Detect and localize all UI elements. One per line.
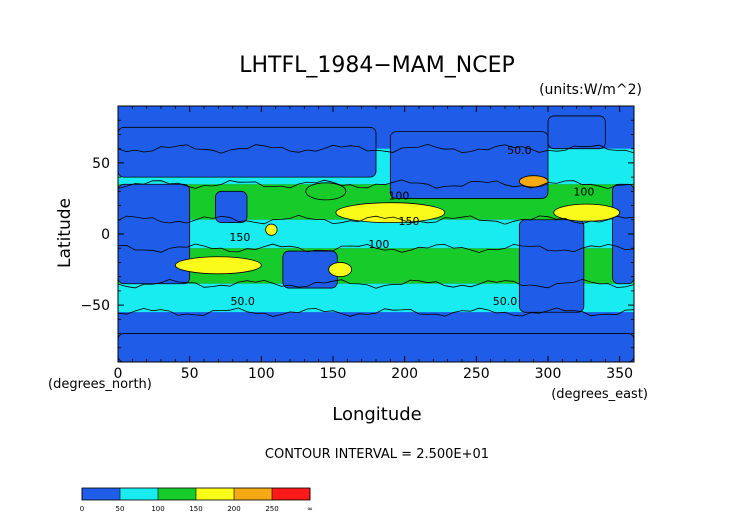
x-tick-label: 350 (606, 366, 633, 382)
contour-label-0: 100 (388, 190, 409, 203)
contour-line-4 (118, 278, 634, 289)
contour-interval-text: CONTOUR INTERVAL = 2.500E+01 (265, 447, 489, 462)
y-tick-label: 50 (92, 156, 110, 172)
colorbar-tick-label: 0 (80, 505, 84, 513)
contour-line-1 (118, 179, 634, 190)
units-label: (units:W/m^2) (539, 82, 642, 98)
colorbar-tick-label: 200 (227, 505, 240, 513)
flux-maximum-3 (328, 262, 353, 278)
land-north-america (389, 131, 549, 199)
contour-line-0 (118, 143, 634, 154)
contour-line-5 (118, 307, 634, 317)
flux-maximum-6 (265, 223, 278, 236)
colorbar-tick-label: 150 (189, 505, 202, 513)
contour-line-3 (118, 243, 634, 253)
colorbar-tick-label: ∞ (307, 505, 313, 513)
contour-label-7: 50.0 (507, 144, 532, 157)
contour-label-4: 50.0 (493, 295, 518, 308)
flux-maximum-5 (305, 182, 347, 201)
colorbar-swatch (177, 488, 197, 500)
flux-maximum-4 (518, 175, 549, 188)
colorbar-swatch (120, 488, 140, 500)
x-tick-label: 150 (320, 366, 347, 382)
colorbar-tick-label: 50 (116, 505, 125, 513)
y-tick-label: −50 (80, 298, 110, 314)
field-layer: 100 150 100 100 50.0 50.0 150 50.0 (118, 106, 634, 362)
x-tick-label: 200 (391, 366, 418, 382)
colorbar-tick-label: 250 (265, 505, 278, 513)
contour-label-2: 100 (368, 238, 389, 251)
x-tick-label: 300 (535, 366, 562, 382)
colorbar-swatch (82, 488, 102, 500)
colorbar-swatch (234, 488, 254, 500)
contour-label-5: 50.0 (230, 295, 255, 308)
colorbar-swatch (291, 488, 311, 500)
x-unit-label: (degrees_east) (551, 387, 648, 402)
y-tick-label: 0 (101, 227, 110, 243)
land-africa (612, 183, 634, 285)
x-tick-label: 250 (463, 366, 490, 382)
land-greenland (547, 115, 606, 150)
contour-label-1: 150 (398, 215, 419, 228)
y-unit-label: (degrees_north) (48, 377, 152, 392)
y-axis-label: Latitude (55, 198, 75, 268)
flux-maximum-0 (335, 202, 446, 224)
colorbar-swatch (253, 488, 273, 500)
plot-area: 100 150 100 100 50.0 50.0 150 50.0 0 50 100 150 200 2… (80, 105, 635, 382)
colorbar-swatch (196, 488, 216, 500)
x-tick-label: 100 (248, 366, 275, 382)
contour-label-6: 150 (229, 231, 250, 244)
chart-title: LHTFL_1984−MAM_NCEP (239, 53, 515, 78)
colorbar-tick-label: 100 (151, 505, 164, 513)
x-tick-label: 50 (181, 366, 199, 382)
colorbar-swatch (139, 488, 159, 500)
colorbar-swatch (215, 488, 235, 500)
colorbar-swatch (101, 488, 121, 500)
land-antarctica (118, 333, 634, 362)
contour-line-2 (118, 214, 634, 225)
colorbar: 0 50 100 150 200 250 ∞ (80, 487, 313, 513)
colorbar-swatch (272, 488, 292, 500)
flux-maximum-2 (174, 256, 262, 275)
x-tick-label: 0 (114, 366, 123, 382)
contour-label-3: 100 (573, 185, 594, 198)
land-eurasia (118, 126, 377, 178)
colorbar-swatch (158, 488, 178, 500)
x-axis-label: Longitude (332, 404, 422, 425)
flux-maximum-1 (553, 203, 621, 222)
land-india (215, 190, 248, 224)
land-south-america (518, 219, 585, 313)
